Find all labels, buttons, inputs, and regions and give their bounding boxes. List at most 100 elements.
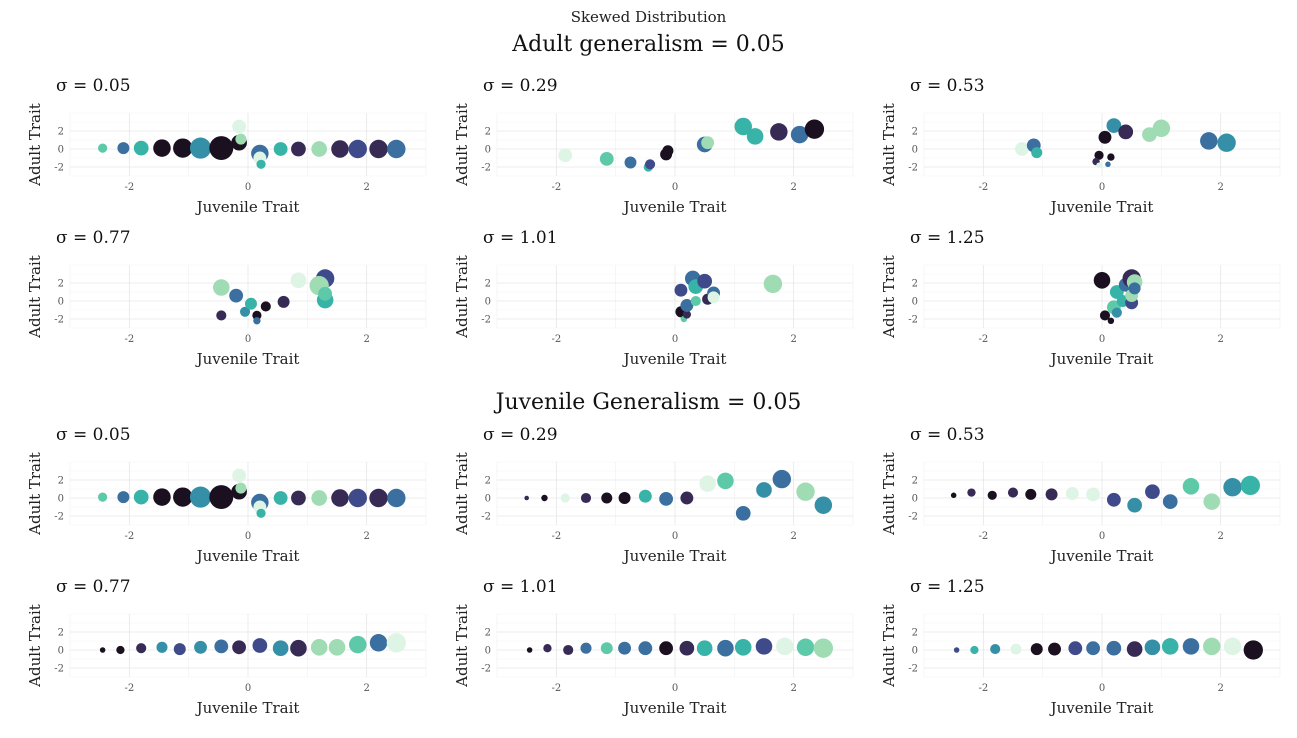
scatter-point (173, 643, 186, 656)
scatter-point (696, 640, 713, 657)
scatter-point (1152, 119, 1171, 138)
y-tick-label: -2 (481, 315, 491, 326)
points (950, 475, 1260, 513)
scatter-point (1203, 637, 1221, 656)
y-tick-label: 2 (485, 476, 491, 487)
x-axis-title: Juvenile Trait (1049, 699, 1154, 717)
scatter-point (618, 641, 632, 655)
scatter-point (136, 643, 147, 654)
y-axis-title: Adult Trait (880, 103, 898, 187)
x-tick-label: -2 (978, 683, 988, 694)
y-tick-label: 0 (58, 145, 64, 156)
scatter-panel: σ = 0.29 -2 0 2 -2 0 2 Juvenile Trait Adult Trai… (453, 76, 854, 216)
x-tick-label: 2 (363, 182, 369, 193)
scatter-point (331, 140, 349, 158)
scatter-panel: σ = 1.01 -2 0 2 -2 0 2 Juvenile Trait Adult Trai… (453, 228, 854, 368)
figure-title: Skewed Distribution (570, 8, 727, 26)
x-tick-label: 2 (1217, 531, 1223, 542)
scatter-point (679, 640, 695, 656)
scatter-point (387, 139, 406, 159)
x-axis-title: Juvenile Trait (622, 699, 727, 717)
scatter-point (970, 645, 979, 655)
scatter-point (235, 133, 247, 145)
x-tick-label: 0 (245, 182, 251, 193)
scatter-point (804, 119, 825, 139)
scatter-point (349, 635, 367, 654)
scatter-point (273, 142, 288, 156)
scatter-point (638, 641, 653, 656)
scatter-point (214, 639, 229, 654)
scatter-point (601, 492, 613, 504)
y-tick-label: -2 (54, 163, 64, 174)
x-tick-label: 0 (245, 334, 251, 345)
x-tick-label: 2 (1217, 683, 1223, 694)
grid (69, 613, 427, 678)
scatter-point (953, 647, 960, 653)
scatter-point (272, 640, 289, 657)
scatter-point (153, 139, 171, 157)
x-axis-title: Juvenile Trait (622, 547, 727, 565)
scatter-point (1111, 307, 1122, 318)
scatter-point (563, 644, 574, 656)
y-tick-label: -2 (481, 163, 491, 174)
x-tick-label: 2 (790, 334, 796, 345)
scatter-point (1203, 493, 1221, 510)
scatter-point (232, 640, 247, 655)
scatter-point (1128, 282, 1141, 295)
scatter-point (1106, 118, 1122, 133)
x-tick-label: 0 (245, 683, 251, 694)
scatter-point (1030, 643, 1043, 656)
scatter-point (291, 490, 306, 506)
y-tick-label: 2 (912, 628, 918, 639)
scatter-point (1182, 638, 1200, 655)
y-axis-title: Adult Trait (26, 255, 44, 339)
x-tick-label: -2 (124, 531, 134, 542)
scatter-point (990, 644, 1001, 655)
scatter-point (153, 488, 171, 506)
scatter-point (1048, 642, 1061, 656)
y-tick-label: -2 (54, 664, 64, 675)
scatter-point (1126, 641, 1143, 657)
x-tick-label: 2 (1217, 182, 1223, 193)
scatter-point (1243, 640, 1263, 660)
scatter-point (311, 141, 328, 157)
scatter-panel: σ = 1.01 -2 0 2 -2 0 2 Juvenile Trait Adult Trai… (453, 577, 854, 717)
scatter-point (133, 140, 149, 156)
scatter-point (260, 301, 271, 312)
scatter-point (560, 493, 570, 503)
grid (69, 264, 427, 329)
scatter-point (156, 641, 168, 653)
scatter-point (1007, 487, 1019, 498)
scatter-point (235, 482, 247, 494)
points (98, 468, 406, 518)
scatter-point (369, 139, 388, 159)
scatter-panel: σ = 0.77 -2 0 2 -2 0 2 Juvenile Trait Adult Trai… (26, 228, 427, 368)
y-tick-label: 2 (485, 628, 491, 639)
points (558, 117, 825, 172)
scatter-point (387, 488, 406, 508)
scatter-point (659, 641, 673, 656)
scatter-point (599, 152, 614, 166)
scatter-point (117, 142, 130, 155)
scatter-point (232, 468, 247, 483)
y-tick-label: 2 (912, 476, 918, 487)
y-tick-label: 2 (485, 127, 491, 138)
x-tick-label: -2 (551, 531, 561, 542)
scatter-point (331, 489, 349, 507)
y-tick-label: -2 (908, 664, 918, 675)
x-tick-label: -2 (978, 531, 988, 542)
scatter-point (117, 491, 130, 504)
panel-title: σ = 1.25 (910, 228, 985, 248)
scatter-point (291, 141, 306, 157)
y-tick-label: -2 (54, 315, 64, 326)
scatter-point (1107, 153, 1115, 161)
scatter-point (987, 490, 997, 500)
y-axis-title: Adult Trait (453, 103, 471, 187)
scatter-point (1162, 494, 1178, 509)
scatter-point (697, 273, 713, 289)
scatter-point (209, 136, 234, 161)
grid (496, 112, 854, 177)
panel-title: σ = 1.01 (483, 577, 558, 597)
scatter-point (717, 639, 734, 657)
scatter-point (755, 638, 773, 655)
